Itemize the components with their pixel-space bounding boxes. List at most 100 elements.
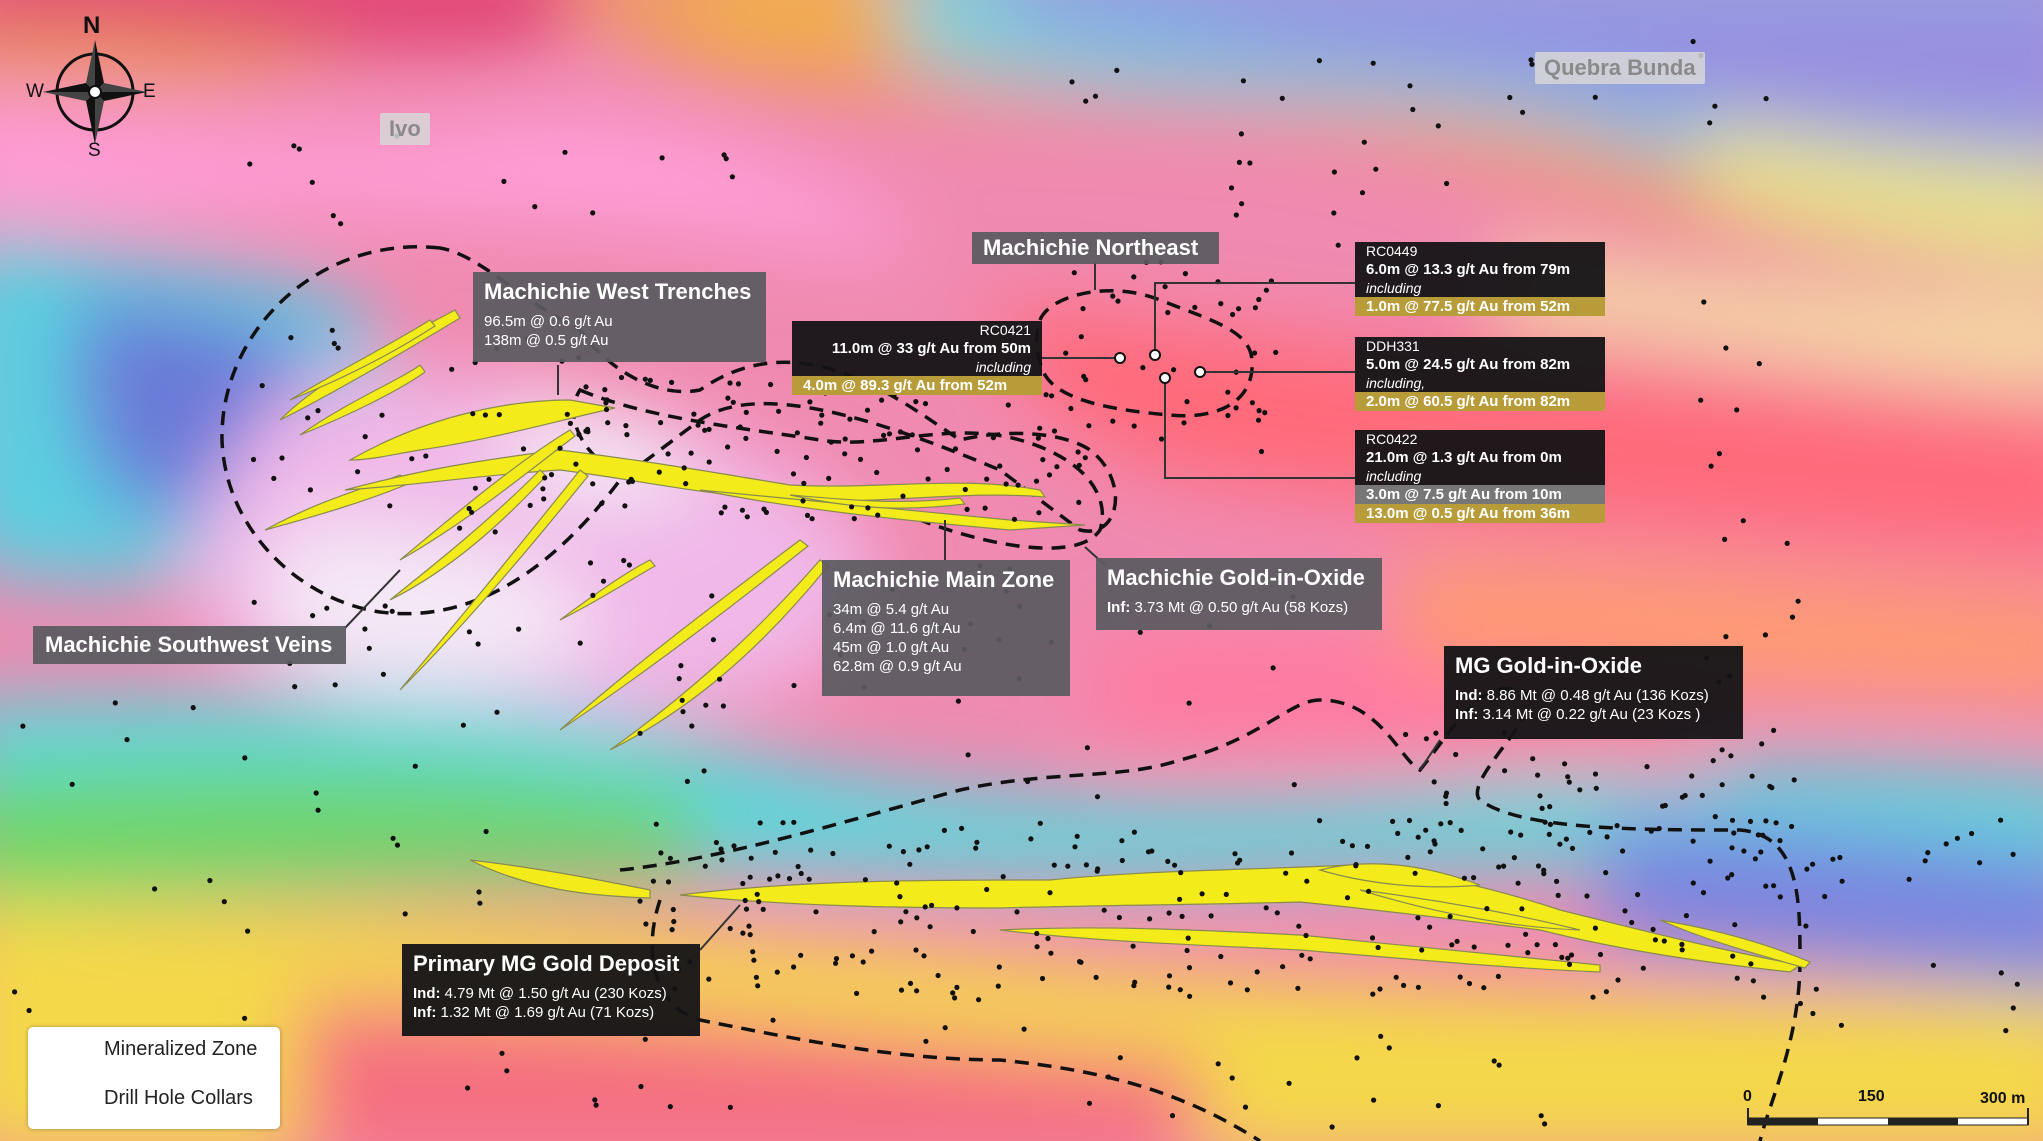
drill-hole-collar [602, 387, 608, 393]
drill-hole-collar [701, 768, 707, 774]
drill-hole-collar [1690, 880, 1696, 886]
drill-hole-collar [1228, 185, 1235, 191]
drill-hole-collar [653, 821, 659, 827]
drill-hole-collar [1415, 834, 1421, 840]
scale-label-end: 300 m [1980, 1090, 2026, 1107]
label-primary-mg: Primary MG Gold Deposit Ind: 4.79 Mt @ 1… [402, 944, 700, 1036]
drill-hole-collar [469, 509, 475, 515]
drill-hole-collar [1279, 95, 1285, 101]
drill-hole-collar [1375, 944, 1381, 951]
drill-hole-collar [604, 397, 610, 403]
ddh331-id: DDH331 [1366, 338, 1420, 354]
drill-hole-collar [1731, 830, 1737, 836]
drill-hole-collar [1240, 78, 1246, 84]
drill-hole-collar [307, 487, 313, 493]
drill-hole-collar [1349, 843, 1355, 849]
drill-hole-collar [259, 383, 265, 389]
rc0421-main: 11.0m @ 33 g/t Au from 50m [831, 340, 1031, 357]
drill-hole-collar [271, 475, 277, 481]
vein [1659, 919, 1811, 969]
drill-hole-collar [879, 397, 885, 403]
drill-hole-collar [1048, 950, 1054, 956]
drill-hole-collar [1481, 985, 1487, 991]
label-southwest-veins: Machichie Southwest Veins [33, 626, 346, 664]
drill-hole-collar [1036, 510, 1042, 516]
drill-hole-collar [907, 980, 914, 987]
drill-hole-collar [916, 847, 922, 853]
drill-hole-collar [355, 469, 361, 475]
drill-hole-collar [1119, 857, 1125, 864]
drill-hole-collar [684, 778, 691, 785]
drill-hole-collar [1412, 870, 1418, 876]
drill-hole-collar [1131, 274, 1137, 280]
drill-hole-collar [753, 974, 760, 980]
drill-hole-collar [1784, 540, 1790, 547]
drill-hole-collar [924, 844, 930, 850]
drill-hole-collar [678, 663, 684, 669]
drill-hole-collar [744, 514, 750, 520]
drill-hole-collar [1410, 106, 1416, 113]
drill-hole-collar [477, 900, 483, 906]
label-rc0422: RC0422 21.0m @ 1.3 g/t Au from 0m includ… [1355, 430, 1605, 523]
drill-hole-collar [770, 1017, 776, 1023]
compass-south: S [88, 140, 101, 161]
drill-hole-collar [1969, 830, 1975, 837]
drill-hole-collar [1559, 954, 1565, 961]
drill-hole-collar [496, 412, 502, 418]
drill-hole-collar [1771, 727, 1777, 734]
drill-hole-collar [1242, 1104, 1249, 1110]
drill-hole-collar [760, 906, 766, 913]
drill-hole-collar [803, 454, 810, 461]
drill-hole-collar [1508, 829, 1514, 835]
drill-hole-collar [190, 705, 196, 711]
drill-hole-collar [380, 671, 386, 677]
drill-hole-collar [291, 143, 297, 149]
drill-hole-collar [959, 825, 965, 832]
drill-hole-collar [860, 959, 866, 965]
drill-hole-collar [667, 855, 674, 861]
drill-hole-collar [1021, 1026, 1027, 1032]
drill-hole-collar [335, 345, 341, 351]
label-main-zone: Machichie Main Zone 34m @ 5.4 g/t Au 6.4… [822, 560, 1070, 696]
drill-hole-collar [466, 629, 472, 635]
drill-hole-collar [1930, 962, 1936, 968]
drill-hole-collar [1539, 805, 1545, 812]
label-rc0449: RC0449 6.0m @ 13.3 g/t Au from 79m inclu… [1355, 242, 1605, 316]
drill-hole-collar [767, 876, 773, 882]
drill-hole-collar [1184, 947, 1190, 954]
drill-hole-collar [618, 374, 625, 381]
drill-hole-collar [1110, 293, 1116, 299]
drill-hole-collar [710, 637, 717, 643]
drill-hole-collar [1256, 296, 1262, 303]
drill-hole-collar [1723, 345, 1729, 351]
drill-hole-collar [1370, 991, 1376, 997]
drill-hole-collar [791, 819, 797, 825]
drill-hole-collar [1707, 120, 1713, 126]
drill-hole-collar [1015, 482, 1021, 488]
drill-hole-collar [1565, 955, 1571, 961]
drill-hole-collar [742, 897, 748, 904]
drill-hole-collar [996, 964, 1002, 970]
drill-hole-collar [1427, 924, 1433, 930]
drill-hole-collar [1528, 57, 1534, 63]
drill-hole-collar [1977, 860, 1983, 866]
drill-hole-collar [1444, 180, 1450, 187]
drill-hole-collar [964, 506, 970, 512]
drill-hole-collar [1390, 818, 1396, 825]
drill-hole-collar [965, 752, 971, 758]
drill-hole-collar [1690, 838, 1696, 844]
drill-hole-collar [1505, 942, 1511, 948]
drill-hole-collar [1316, 58, 1322, 64]
drill-hole-collar [739, 507, 746, 513]
northeast-outline [1034, 288, 1254, 418]
drill-hole-collar [1378, 1033, 1384, 1039]
vein [399, 469, 589, 691]
drill-hole-collar [828, 439, 834, 445]
drill-hole-collar [1495, 973, 1501, 980]
drill-hole-collar [1083, 377, 1089, 383]
drill-hole-collar [1615, 977, 1621, 983]
drill-hole-collar [955, 698, 962, 704]
west-trenches-line: 96.5m @ 0.6 g/t Au [484, 313, 613, 330]
drill-hole-collar [1068, 405, 1074, 412]
drill-hole-collar [1708, 463, 1714, 469]
